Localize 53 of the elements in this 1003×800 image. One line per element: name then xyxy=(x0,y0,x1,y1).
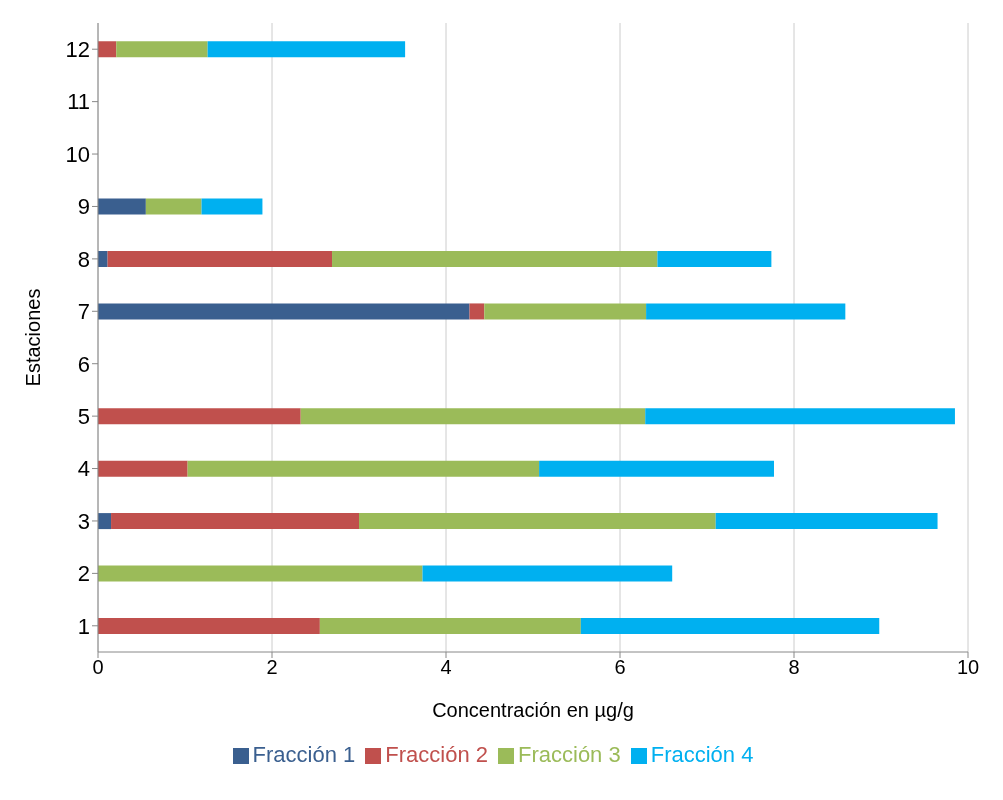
y-tick-label: 2 xyxy=(77,561,90,587)
bar xyxy=(98,41,117,58)
x-tick-label: 8 xyxy=(788,656,800,679)
bar xyxy=(539,460,774,477)
y-tick-label: 1 xyxy=(77,613,90,639)
bar xyxy=(98,617,320,634)
bar xyxy=(98,251,108,268)
bar xyxy=(359,513,716,530)
x-tick-label: 4 xyxy=(440,656,452,679)
bar xyxy=(107,251,333,268)
y-tick-label: 5 xyxy=(77,403,90,429)
bar xyxy=(98,460,188,477)
bar xyxy=(207,41,406,58)
bar xyxy=(116,41,208,58)
x-tick-label: 0 xyxy=(92,656,104,679)
y-tick-label: 12 xyxy=(65,37,90,63)
legend-label: Fracción 1 xyxy=(252,742,356,767)
bar xyxy=(332,251,658,268)
legend-label: Fracción 2 xyxy=(385,742,488,767)
bar xyxy=(98,303,470,320)
bar xyxy=(484,303,647,320)
x-tick-label: 10 xyxy=(956,656,980,679)
legend-label: Fracción 3 xyxy=(518,742,621,767)
bar xyxy=(469,303,485,320)
bar xyxy=(98,408,301,425)
y-tick-label: 6 xyxy=(77,351,90,377)
y-tick-label: 10 xyxy=(65,141,90,167)
y-tick-label: 9 xyxy=(77,194,90,220)
y-tick-label: 7 xyxy=(77,299,90,325)
bar xyxy=(145,198,202,215)
bar xyxy=(98,513,112,530)
bar xyxy=(580,617,880,634)
x-axis-title: Concentración en µg/g xyxy=(432,699,634,721)
bar xyxy=(187,460,540,477)
bar xyxy=(645,408,955,425)
bar xyxy=(98,565,423,582)
bar xyxy=(422,565,673,582)
y-tick-label: 8 xyxy=(77,246,90,272)
y-tick-label: 3 xyxy=(77,508,90,534)
bar xyxy=(715,513,938,530)
bar xyxy=(111,513,359,530)
bar xyxy=(657,251,772,268)
legend-label: Fracción 4 xyxy=(650,742,754,767)
y-tick-label: 4 xyxy=(77,456,90,482)
bar xyxy=(98,198,146,215)
bar xyxy=(319,617,581,634)
bar xyxy=(300,408,646,425)
x-tick-label: 2 xyxy=(266,656,278,679)
x-tick-label: 6 xyxy=(614,656,626,679)
bar xyxy=(646,303,846,320)
y-axis-title: Estaciones xyxy=(22,288,45,387)
bar xyxy=(201,198,263,215)
y-tick-label: 11 xyxy=(67,89,90,115)
